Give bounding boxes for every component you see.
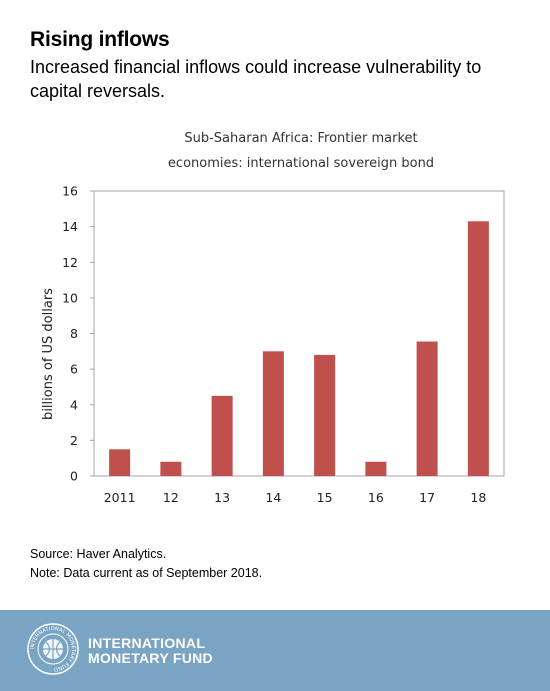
- bar-2011: [109, 449, 131, 476]
- chart-title-line-2: economies: international sovereign bond: [168, 156, 434, 171]
- chart-title-line-1: Sub-Saharan Africa: Frontier market: [184, 131, 417, 146]
- y-axis-label: billions of US dollars: [41, 288, 56, 420]
- plot-frame: [93, 190, 505, 477]
- bar-13: [211, 395, 233, 476]
- y-tick-label: 12: [62, 255, 78, 270]
- bar-15: [314, 354, 336, 476]
- x-tick-label: 15: [317, 490, 333, 505]
- data-note: Note: Data current as of September 2018.: [30, 566, 263, 580]
- x-tick-label: 2011: [104, 490, 136, 505]
- y-tick-label: 16: [62, 184, 78, 199]
- x-tick-label: 17: [419, 490, 435, 505]
- imf-seal-icon: INTERNATIONAL MONETARY FUND: [27, 623, 79, 675]
- bar-18: [467, 221, 489, 476]
- source-note: Source: Haver Analytics.: [30, 547, 167, 561]
- y-tick-label: 8: [70, 326, 78, 341]
- bars: [109, 221, 489, 476]
- imf-wordmark: INTERNATIONAL MONETARY FUND: [88, 636, 213, 666]
- chart-notes: Source: Haver Analytics. Note: Data curr…: [30, 545, 262, 583]
- bar-chart: Sub-Saharan Africa: Frontier market econ…: [41, 131, 505, 505]
- footer-bar: INTERNATIONAL MONETARY FUND INTERNATIONA…: [0, 610, 550, 691]
- y-tick-label: 2: [70, 433, 78, 448]
- bar-16: [365, 461, 387, 476]
- x-tick-label: 12: [163, 490, 179, 505]
- x-tick-label: 14: [265, 490, 281, 505]
- wordmark-line-1: INTERNATIONAL: [88, 635, 206, 651]
- y-tick-label: 10: [62, 290, 78, 305]
- y-axis: 0 2 4 6 8 10 12 14 16: [62, 184, 94, 484]
- x-tick-label: 18: [470, 490, 486, 505]
- bar-14: [262, 351, 284, 476]
- x-axis: 2011 12 13 14 15 16 17 18: [104, 490, 487, 505]
- x-tick-label: 16: [368, 490, 384, 505]
- wordmark-line-2: MONETARY FUND: [88, 650, 213, 666]
- subheadline: Increased financial inflows could increa…: [30, 57, 482, 101]
- x-tick-label: 13: [214, 490, 230, 505]
- y-tick-label: 14: [62, 219, 78, 234]
- bar-12: [160, 461, 182, 476]
- y-tick-label: 6: [70, 362, 78, 377]
- bar-17: [416, 341, 438, 476]
- headline: Rising inflows: [30, 28, 170, 51]
- y-tick-label: 4: [70, 397, 78, 412]
- y-tick-label: 0: [70, 469, 78, 484]
